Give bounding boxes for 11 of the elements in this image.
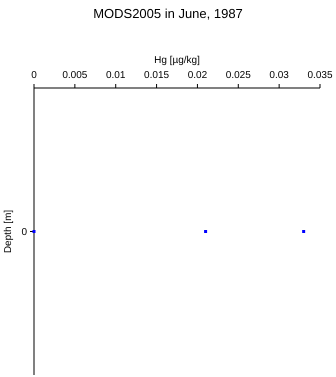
x-tick-label: 0.005 [62, 70, 88, 81]
x-tick-label: 0.01 [106, 70, 126, 81]
x-tick-label: 0.03 [269, 70, 290, 81]
x-tick-label: 0.02 [188, 70, 208, 81]
x-tick-label: 0.025 [226, 70, 252, 81]
x-tick-label: 0.015 [144, 70, 170, 81]
x-tick-label: 0.035 [307, 70, 333, 81]
x-tick-label: 0 [31, 70, 38, 81]
chart-title: MODS2005 in June, 1987 [93, 6, 243, 21]
y-axis-title: Depth [m] [3, 210, 14, 254]
x-axis-title: Hg [µg/kg] [154, 55, 200, 66]
